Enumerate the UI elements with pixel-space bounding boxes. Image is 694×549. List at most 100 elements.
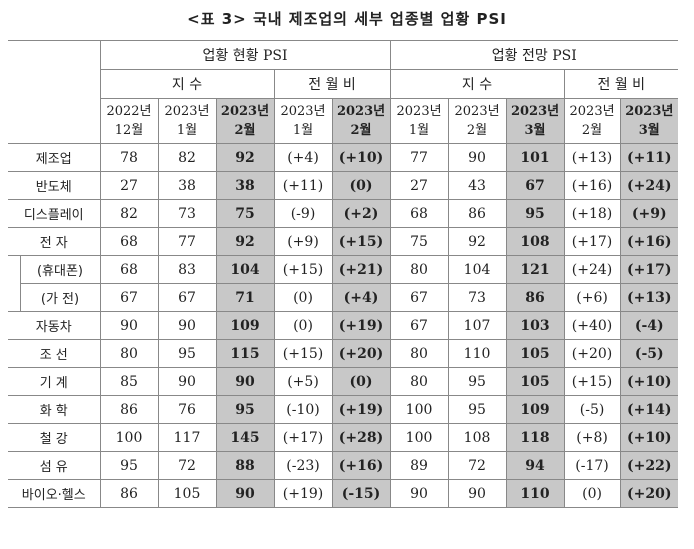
- value-cell: 76: [157, 395, 217, 424]
- value-cell: 90: [447, 479, 507, 508]
- value-cell: 90: [215, 479, 275, 508]
- value-cell: (+11): [273, 171, 333, 200]
- value-cell: 100: [389, 423, 449, 452]
- value-cell: (-23): [273, 451, 333, 480]
- value-cell: 90: [389, 479, 449, 508]
- value-cell: 107: [447, 311, 507, 340]
- value-cell: 80: [389, 255, 449, 284]
- value-cell: 94: [505, 451, 565, 480]
- table-row: 섬 유 95 72 88 (-23) (+16) 89 72 94 (-17) (+22): [8, 451, 679, 480]
- outlook-mom-header: 전 월 비: [563, 69, 679, 99]
- table-row: 디스플레이 82 73 75 (-9) (+2) 68 86 95 (+18) (+9): [8, 199, 679, 228]
- value-cell: 109: [215, 311, 275, 340]
- value-cell: (+2): [331, 199, 391, 228]
- value-cell: 100: [389, 395, 449, 424]
- value-cell: 67: [505, 171, 565, 200]
- value-cell: (+19): [331, 311, 391, 340]
- psi-table: 업황 현황 PSI 업황 전망 PSI 지 수 전 월 비 지 수 전 월 비 …: [8, 40, 679, 508]
- outlook-index-header: 지 수: [389, 69, 565, 99]
- value-cell: (0): [273, 283, 333, 312]
- value-cell: 92: [447, 227, 507, 256]
- period-header: 2022년 12월: [99, 98, 159, 144]
- header-row-sub: 지 수 전 월 비 지 수 전 월 비: [8, 69, 679, 99]
- value-cell: (0): [331, 171, 391, 200]
- value-cell: 86: [99, 395, 159, 424]
- value-cell: (-9): [273, 199, 333, 228]
- value-cell: 86: [505, 283, 565, 312]
- value-cell: 108: [447, 423, 507, 452]
- value-cell: 110: [447, 339, 507, 368]
- row-label: 자동차: [8, 311, 101, 340]
- value-cell: (+4): [331, 283, 391, 312]
- value-cell: 104: [215, 255, 275, 284]
- value-cell: 71: [215, 283, 275, 312]
- current-index-header: 지 수: [99, 69, 275, 99]
- table-row: 전 자 68 77 92 (+9) (+15) 75 92 108 (+17) (+16): [8, 227, 679, 256]
- value-cell: 117: [157, 423, 217, 452]
- value-cell: 86: [447, 199, 507, 228]
- value-cell: (+17): [619, 255, 679, 284]
- value-cell: (+20): [331, 339, 391, 368]
- value-cell: (+19): [273, 479, 333, 508]
- indent-spacer: [8, 255, 21, 284]
- table-row: 바이오·헬스 86 105 90 (+19) (-15) 90 90 110 (0) (+20): [8, 479, 679, 508]
- value-cell: (-5): [619, 339, 679, 368]
- value-cell: 67: [157, 283, 217, 312]
- value-cell: 67: [389, 283, 449, 312]
- header-row-periods: 2022년 12월 2023년 1월 2023년 2월 2023년 1월 2023년 2…: [8, 98, 679, 144]
- value-cell: 115: [215, 339, 275, 368]
- value-cell: 105: [505, 367, 565, 396]
- table-row: 반도체 27 38 38 (+11) (0) 27 43 67 (+16) (+24): [8, 171, 679, 200]
- value-cell: 68: [99, 227, 159, 256]
- value-cell: (+10): [331, 143, 391, 172]
- value-cell: 103: [505, 311, 565, 340]
- row-label: 섬 유: [8, 451, 101, 480]
- value-cell: (+15): [563, 367, 621, 396]
- value-cell: (+19): [331, 395, 391, 424]
- value-cell: 92: [215, 143, 275, 172]
- value-cell: 80: [99, 339, 159, 368]
- value-cell: 67: [99, 283, 159, 312]
- value-cell: (+6): [563, 283, 621, 312]
- value-cell: (+15): [273, 255, 333, 284]
- value-cell: 95: [157, 339, 217, 368]
- value-cell: 90: [447, 143, 507, 172]
- value-cell: (+9): [273, 227, 333, 256]
- value-cell: 27: [389, 171, 449, 200]
- value-cell: 77: [389, 143, 449, 172]
- value-cell: (+13): [619, 283, 679, 312]
- row-label: 바이오·헬스: [8, 479, 101, 508]
- row-label: 디스플레이: [8, 199, 101, 228]
- value-cell: 95: [215, 395, 275, 424]
- value-cell: (0): [563, 479, 621, 508]
- value-cell: (-17): [563, 451, 621, 480]
- value-cell: (+9): [619, 199, 679, 228]
- corner-cell: [8, 40, 101, 144]
- period-header: 2023년 2월: [447, 98, 507, 144]
- value-cell: (-4): [619, 311, 679, 340]
- value-cell: (+10): [619, 423, 679, 452]
- value-cell: 95: [447, 367, 507, 396]
- row-label: 제조업: [8, 143, 101, 172]
- period-header: 2023년 3월: [505, 98, 565, 144]
- indent-spacer: [8, 283, 21, 312]
- value-cell: (-5): [563, 395, 621, 424]
- value-cell: (+15): [331, 227, 391, 256]
- value-cell: 83: [157, 255, 217, 284]
- value-cell: (+40): [563, 311, 621, 340]
- table-row: 제조업 78 82 92 (+4) (+10) 77 90 101 (+13) (+11): [8, 143, 679, 172]
- value-cell: 38: [157, 171, 217, 200]
- period-header: 2023년 2월: [563, 98, 621, 144]
- table-row: 조 선 80 95 115 (+15) (+20) 80 110 105 (+20) (-5): [8, 339, 679, 368]
- period-header: 2023년 1월: [389, 98, 449, 144]
- value-cell: 105: [505, 339, 565, 368]
- value-cell: 75: [215, 199, 275, 228]
- value-cell: 68: [99, 255, 159, 284]
- value-cell: 110: [505, 479, 565, 508]
- value-cell: 95: [99, 451, 159, 480]
- value-cell: 101: [505, 143, 565, 172]
- value-cell: 108: [505, 227, 565, 256]
- value-cell: (-10): [273, 395, 333, 424]
- value-cell: 43: [447, 171, 507, 200]
- value-cell: 38: [215, 171, 275, 200]
